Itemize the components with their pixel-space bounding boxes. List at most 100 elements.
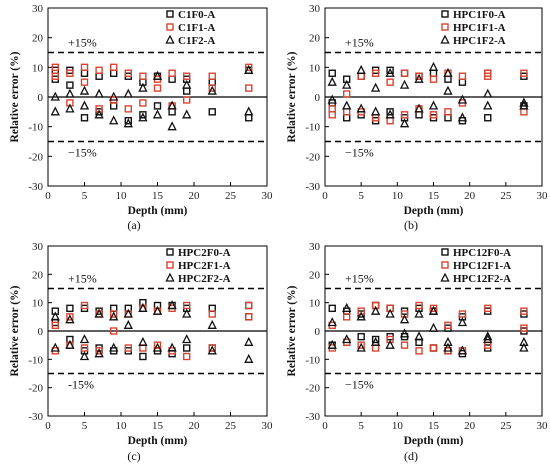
legend-marker [166, 248, 174, 256]
data-point [123, 118, 133, 128]
data-point [327, 94, 337, 104]
data-point [370, 336, 381, 346]
legend-label: HPC1F0-A [453, 9, 506, 21]
y-tick-label: -10 [28, 354, 43, 366]
data-point [356, 311, 366, 321]
data-point [182, 87, 191, 95]
data-point [343, 108, 351, 116]
y-tick-label: -20 [28, 383, 43, 395]
data-point [484, 304, 492, 313]
data-point [429, 304, 438, 313]
data-point [444, 108, 452, 116]
panel-1: -30 -20 -10 0 10 20 30 0 5 10 15 20 25 30 Depth (mm) Re… [9, 3, 273, 232]
data-point [138, 82, 148, 92]
y-tick-label: -10 [305, 354, 320, 366]
data-point [520, 307, 528, 315]
data-point [483, 88, 493, 98]
legend-label: HPC1F1-A [453, 22, 506, 34]
lower-limit-annotation: −15% [68, 146, 97, 160]
data-point [244, 106, 254, 116]
data-point [80, 78, 89, 86]
panel-caption: (c) [127, 449, 140, 463]
x-axis-label: Depth (mm) [128, 205, 188, 217]
data-point [428, 61, 439, 71]
x-tick-label: 15 [428, 420, 440, 432]
y-axis-label: Relative error (%) [9, 51, 21, 142]
series-2 [51, 63, 253, 113]
data-point [385, 308, 395, 318]
data-point [66, 69, 74, 77]
data-point [109, 115, 119, 125]
x-tick-label: 5 [82, 190, 88, 202]
data-point [415, 111, 423, 119]
lower-limit-annotation: −15% [345, 378, 374, 392]
data-point [65, 314, 75, 324]
data-point [109, 91, 119, 101]
data-point [484, 114, 492, 122]
x-tick-label: 0 [45, 420, 51, 432]
data-point [51, 321, 59, 330]
legend-label: HPC12F2-A [453, 273, 511, 285]
x-tick-label: 5 [82, 420, 88, 432]
y-tick-label: -20 [305, 383, 320, 395]
x-tick-label: 20 [464, 420, 476, 432]
y-tick-label: 30 [309, 241, 321, 253]
legend-label: C1F0-A [178, 9, 215, 21]
series-1 [51, 66, 253, 125]
data-point [428, 322, 439, 332]
data-point [66, 81, 74, 89]
data-point [124, 105, 133, 113]
y-tick-label: 10 [32, 62, 44, 74]
legend-label: HPC2F0-A [178, 247, 231, 259]
data-point [139, 99, 147, 107]
legend-marker [441, 261, 449, 269]
data-point [457, 94, 468, 104]
data-point [458, 78, 467, 86]
x-tick-label: 10 [392, 190, 404, 202]
x-tick-label: 15 [152, 190, 164, 202]
data-point [109, 311, 119, 321]
data-point [94, 109, 104, 119]
lower-limit-annotation: -15% [68, 378, 94, 392]
data-point [245, 63, 253, 72]
data-point [208, 108, 216, 116]
data-point [109, 69, 118, 77]
data-point [153, 84, 162, 92]
data-point [207, 345, 217, 355]
y-tick-label: -10 [305, 122, 320, 134]
data-point [208, 84, 216, 92]
data-point [357, 72, 365, 80]
data-point [182, 334, 192, 344]
data-point [458, 72, 467, 80]
y-tick-label: 10 [309, 298, 321, 310]
data-point [399, 328, 410, 338]
data-point [66, 313, 74, 321]
data-point [95, 66, 103, 75]
data-point [124, 117, 133, 125]
data-point [520, 69, 528, 77]
data-point [400, 341, 409, 349]
data-point [95, 72, 103, 80]
y-tick-label: 30 [32, 3, 44, 15]
data-point [65, 339, 75, 349]
data-point [182, 96, 191, 104]
data-point [66, 304, 74, 313]
panel-caption: (d) [404, 449, 418, 463]
upper-limit-annotation: +15% [68, 272, 97, 286]
x-tick-label: 5 [358, 190, 364, 202]
data-point [207, 85, 217, 95]
data-point [457, 317, 468, 327]
data-point [519, 342, 529, 352]
data-point [152, 109, 163, 119]
y-tick-label: -30 [305, 411, 320, 423]
data-point [94, 348, 104, 358]
data-point [328, 69, 336, 77]
data-point [123, 319, 133, 329]
legend-marker [165, 34, 175, 44]
data-point [343, 313, 351, 321]
data-point [152, 342, 163, 352]
data-point [80, 301, 89, 310]
data-point [443, 342, 453, 352]
